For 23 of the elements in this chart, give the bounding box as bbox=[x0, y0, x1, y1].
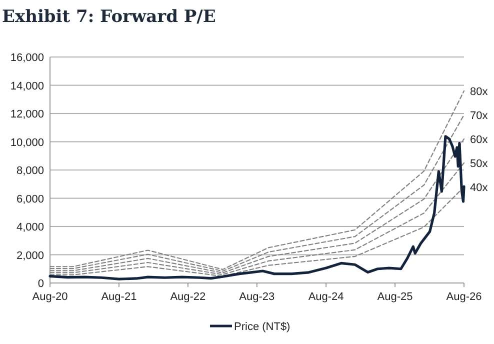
y-tick-label: 6,000 bbox=[16, 193, 44, 206]
legend-label: Price (NT$) bbox=[234, 321, 290, 333]
x-tick-label: Aug-25 bbox=[377, 291, 413, 303]
x-tick-label: Aug-24 bbox=[308, 291, 344, 303]
x-tick-label: Aug-20 bbox=[32, 291, 68, 303]
x-tick-label: Aug-26 bbox=[446, 291, 482, 303]
y-tick-label: 0 bbox=[38, 278, 44, 290]
series-label: 70x bbox=[470, 110, 488, 122]
series-label: 80x bbox=[470, 86, 488, 98]
x-tick-label: Aug-23 bbox=[239, 291, 275, 303]
y-tick-label: 12,000 bbox=[10, 108, 44, 120]
y-tick-label: 16,000 bbox=[10, 52, 44, 64]
y-tick-label: 8,000 bbox=[16, 165, 44, 177]
series-label: 50x bbox=[470, 158, 488, 170]
chart-title: Exhibit 7: Forward P/E bbox=[2, 7, 216, 27]
series-label: 40x bbox=[470, 182, 488, 194]
x-tick-label: Aug-22 bbox=[170, 291, 206, 303]
y-tick-label: 10,000 bbox=[10, 136, 44, 149]
y-tick-label: 2,000 bbox=[16, 250, 44, 262]
y-tick-label: 4,000 bbox=[16, 222, 44, 234]
x-tick-label: Aug-21 bbox=[101, 291, 137, 303]
series-label: 60x bbox=[470, 134, 488, 146]
y-tick-label: 14,000 bbox=[10, 80, 44, 92]
